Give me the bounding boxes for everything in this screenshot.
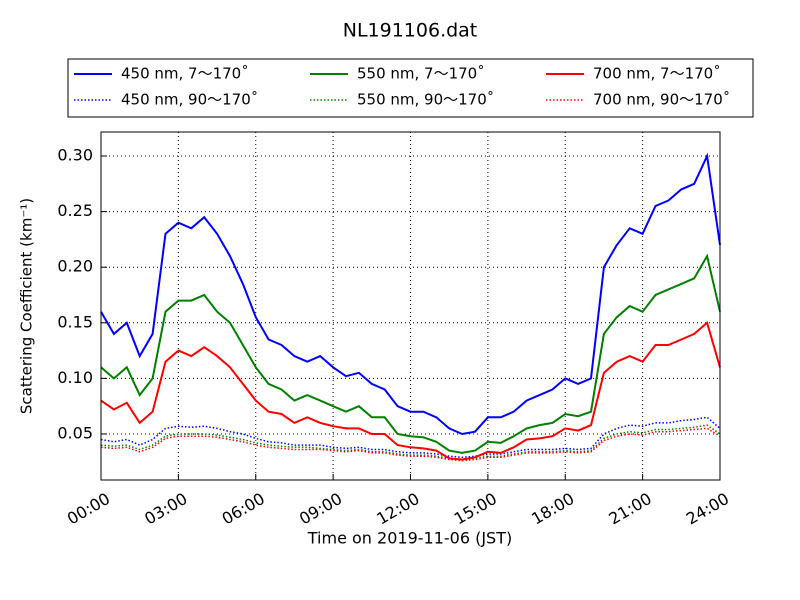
y-tick-label: 0.10 [57, 368, 93, 387]
legend-label: 700 nm, 90～170˚ [593, 91, 730, 109]
y-tick-label: 0.25 [57, 201, 93, 220]
y-tick-label: 0.30 [57, 146, 93, 165]
plot-frame [100, 131, 721, 481]
chart-title: NL191106.dat [343, 20, 478, 42]
y-tick-label: 0.15 [57, 312, 93, 331]
legend-label: 450 nm, 90～170˚ [121, 91, 258, 109]
series-line [100, 424, 721, 461]
legend-label: 550 nm, 90～170˚ [357, 91, 494, 109]
legend-label: 450 nm, 7～170˚ [121, 65, 249, 83]
y-axis-label: Scattering Coefficient (km⁻¹) [18, 198, 36, 414]
series-line [100, 253, 721, 454]
y-tick-label: 0.05 [57, 423, 93, 442]
x-axis-label: Time on 2019-11-06 (JST) [307, 529, 512, 548]
series-line [100, 321, 721, 461]
legend-label: 550 nm, 7～170˚ [357, 65, 485, 83]
series-line [100, 427, 721, 462]
series-line [100, 416, 721, 459]
legend-label: 700 nm, 7～170˚ [593, 65, 721, 83]
y-tick-label: 0.20 [57, 257, 93, 276]
series-line [100, 152, 721, 436]
legend-box [67, 58, 754, 118]
